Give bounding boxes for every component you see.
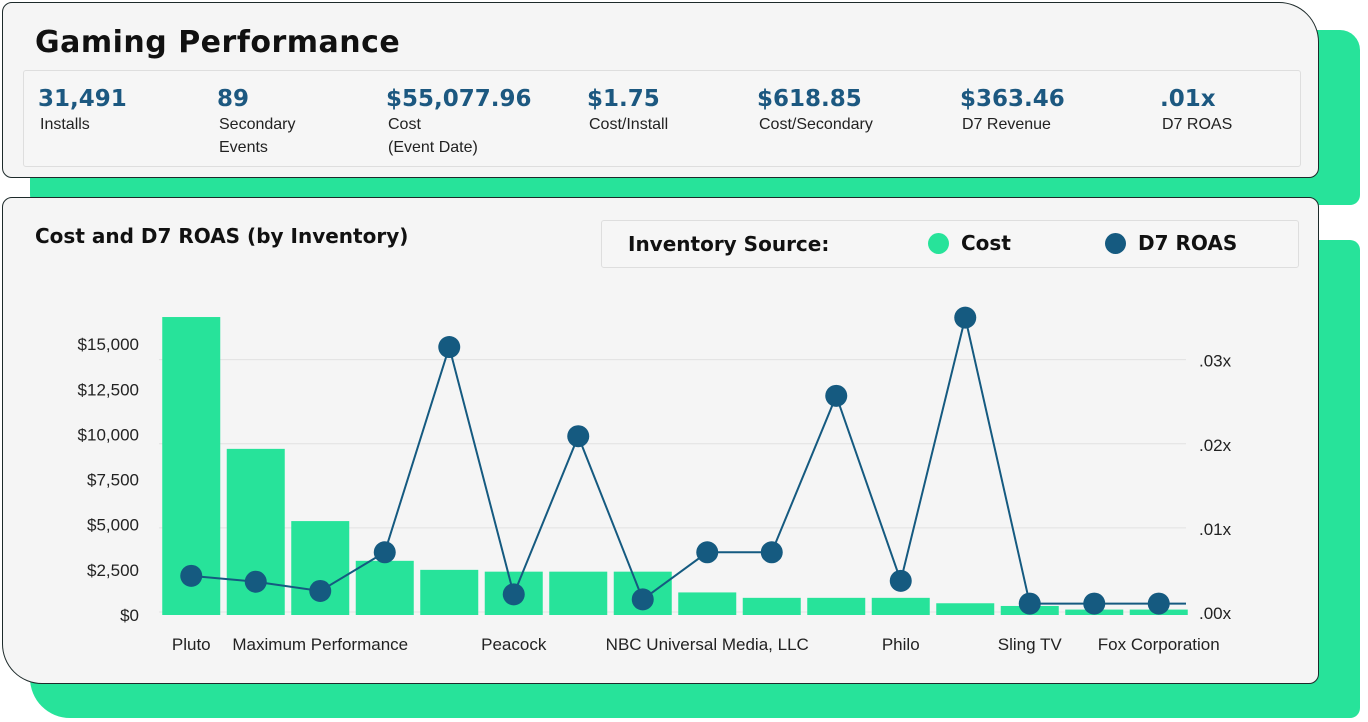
chart-legend: Inventory Source: Cost D7 ROAS: [601, 220, 1299, 268]
kpi-label: Cost (Event Date): [388, 116, 478, 156]
kpi-cost: $55,077.96 Cost (Event Date): [386, 85, 532, 159]
kpi-value: $55,077.96: [386, 86, 532, 112]
d7-roas-point: [567, 425, 590, 448]
y-tick-label-left: $0: [120, 606, 139, 625]
d7-roas-point: [309, 579, 332, 602]
legend-label: D7 ROAS: [1138, 231, 1238, 255]
cost-bar: [420, 569, 479, 615]
y-tick-label-left: $15,000: [78, 335, 139, 354]
kpi-label: Cost/Install: [589, 116, 669, 133]
d7-roas-point: [180, 564, 203, 587]
d7-roas-point: [1018, 592, 1041, 615]
chart-title: Cost and D7 ROAS (by Inventory): [35, 224, 409, 248]
kpi-value: $363.46: [960, 86, 1065, 112]
kpi-label: Installs: [40, 116, 90, 133]
cost-bar: [549, 571, 608, 615]
legend-label: Cost: [961, 231, 1011, 255]
x-tick-label: Peacock: [481, 635, 547, 654]
d7-roas-point: [631, 588, 654, 611]
kpi-d7-revenue: $363.46 D7 Revenue: [960, 85, 1065, 136]
d7-roas-point: [696, 541, 719, 564]
y-tick-label-right: .00x: [1199, 604, 1232, 623]
d7-roas-point: [373, 541, 396, 564]
chart-card: Cost and D7 ROAS (by Inventory) Inventor…: [2, 197, 1319, 684]
kpi-card: Gaming Performance 31,491 Installs 89 Se…: [2, 2, 1319, 178]
y-tick-label-left: $10,000: [78, 425, 139, 444]
kpi-installs: 31,491 Installs: [38, 85, 127, 136]
kpi-value: $1.75: [587, 86, 660, 112]
kpi-secondary-events: 89 Secondary Events: [217, 85, 296, 159]
x-tick-label: Fox Corporation: [1098, 635, 1220, 654]
cost-bar: [355, 560, 414, 615]
kpi-value: $618.85: [757, 86, 862, 112]
y-tick-label-left: $12,500: [78, 380, 139, 399]
kpi-value: 31,491: [38, 86, 127, 112]
d7-roas-point: [438, 336, 461, 359]
x-tick-label: NBC Universal Media, LLC: [606, 635, 809, 654]
kpi-d7-roas: .01x D7 ROAS: [1160, 85, 1232, 136]
y-tick-label-left: $2,500: [87, 561, 139, 580]
legend-swatch-d7-roas: [1105, 232, 1126, 254]
kpi-label: D7 ROAS: [1162, 116, 1233, 133]
d7-roas-point: [244, 570, 267, 593]
legend-item-d7-roas[interactable]: D7 ROAS: [1105, 231, 1237, 255]
y-tick-label-right: .03x: [1199, 352, 1232, 371]
kpi-value: .01x: [1160, 86, 1216, 112]
d7-roas-point: [1147, 592, 1170, 615]
x-tick-label: Pluto: [172, 635, 211, 654]
d7-roas-point: [889, 569, 912, 592]
x-tick-label: Sling TV: [998, 635, 1063, 654]
kpi-value: 89: [217, 86, 250, 112]
cost-bar: [936, 603, 995, 615]
cost-bar: [742, 597, 801, 615]
cost-bar: [807, 597, 866, 615]
kpi-cost-per-secondary: $618.85 Cost/Secondary: [757, 85, 873, 136]
legend-item-cost[interactable]: Cost: [928, 231, 1011, 255]
cost-bar: [678, 592, 737, 615]
y-tick-label-left: $7,500: [87, 471, 139, 490]
d7-roas-point: [1083, 592, 1106, 615]
page-title: Gaming Performance: [35, 25, 401, 60]
kpi-cost-per-install: $1.75 Cost/Install: [587, 85, 668, 136]
d7-roas-point: [954, 306, 977, 329]
kpi-label: Cost/Secondary: [759, 116, 873, 133]
x-tick-label: Philo: [882, 635, 920, 654]
cost-roas-chart: $0 $2,500 $5,000 $7,500 $10,000 $12,500 $15,00…: [78, 306, 1232, 654]
x-tick-label: Maximum Performance: [232, 635, 408, 654]
d7-roas-point: [760, 541, 783, 564]
y-tick-label-left: $5,000: [87, 516, 139, 535]
y-tick-label-right: .01x: [1199, 520, 1232, 539]
legend-title: Inventory Source:: [628, 232, 830, 256]
d7-roas-point: [825, 384, 848, 407]
kpi-summary: 31,491 Installs 89 Secondary Events $55,…: [23, 70, 1301, 167]
kpi-label: D7 Revenue: [962, 116, 1051, 133]
d7-roas-point: [502, 583, 525, 606]
legend-swatch-cost: [928, 232, 949, 254]
y-tick-label-right: .02x: [1199, 436, 1232, 455]
kpi-label: Secondary Events: [219, 116, 296, 156]
cost-bar: [871, 597, 930, 615]
